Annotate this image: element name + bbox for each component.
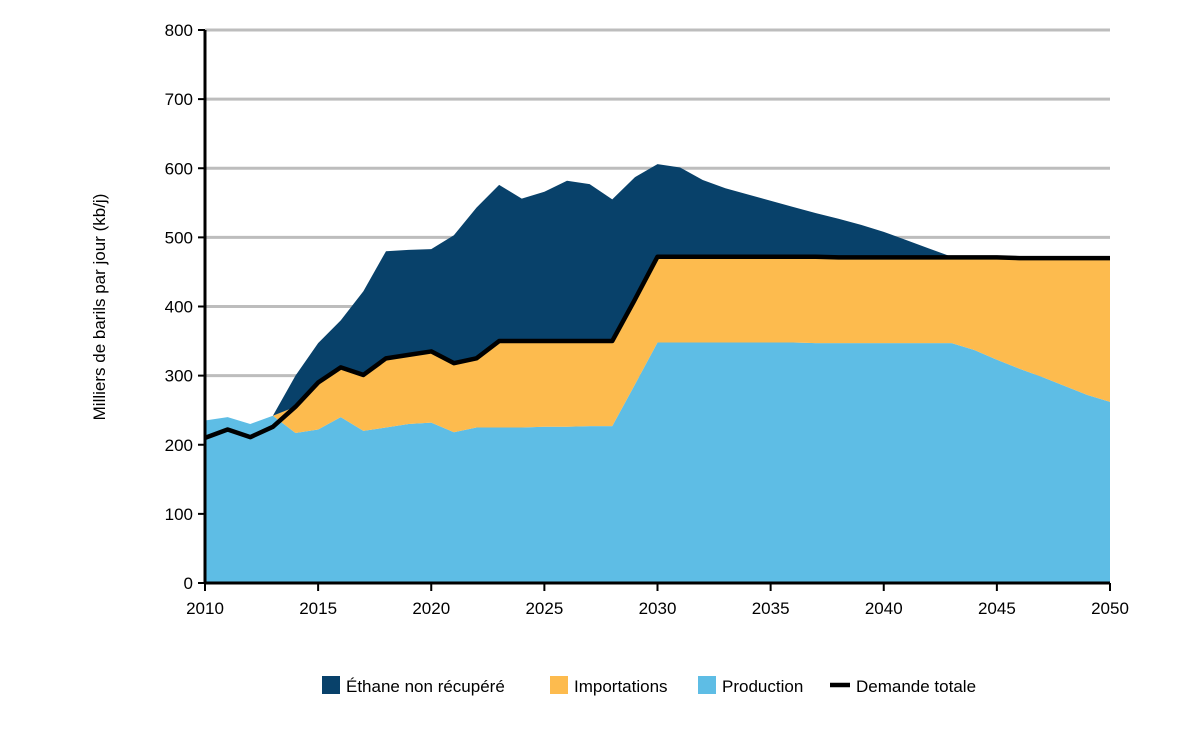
y-tick-label: 500 — [165, 228, 193, 247]
legend-item-ethane-non-recupere: Éthane non récupéré — [322, 676, 505, 696]
y-tick-label: 200 — [165, 436, 193, 455]
demand-line-layer — [204, 254, 1110, 440]
legend-item-importations: Importations — [550, 676, 668, 696]
legend-item-production: Production — [698, 676, 803, 696]
line-demande-totale — [204, 254, 1110, 440]
legend-swatch — [322, 676, 340, 694]
y-tick-label: 0 — [184, 574, 193, 593]
area-ethane-non-recupere — [205, 164, 1110, 425]
legend-item-demande-totale: Demande totale — [830, 677, 976, 696]
y-tick-label: 700 — [165, 90, 193, 109]
y-tick-label: 600 — [165, 159, 193, 178]
area-importations — [205, 256, 1110, 433]
stacked-areas — [205, 164, 1110, 583]
legend-swatch — [698, 676, 716, 694]
x-tick-label: 2020 — [412, 599, 450, 618]
x-tick-label: 2010 — [186, 599, 224, 618]
area-production — [205, 342, 1110, 583]
y-tick-label: 300 — [165, 367, 193, 386]
legend: Éthane non récupéré Importations Productio… — [322, 676, 976, 696]
x-tick-label: 2025 — [525, 599, 563, 618]
legend-swatch — [550, 676, 568, 694]
x-tick-label: 2045 — [978, 599, 1016, 618]
x-tick-label: 2035 — [752, 599, 790, 618]
legend-label: Éthane non récupéré — [346, 677, 505, 696]
x-tick-label: 2015 — [299, 599, 337, 618]
legend-label: Production — [722, 677, 803, 696]
y-tick-label: 400 — [165, 298, 193, 317]
x-tick-label: 2040 — [865, 599, 903, 618]
axes: 0 100 200 300 400 500 600 700 800 2010 2015 2020 202… — [165, 21, 1129, 618]
x-tick-label: 2030 — [639, 599, 677, 618]
y-tick-label: 100 — [165, 505, 193, 524]
legend-label: Importations — [574, 677, 668, 696]
x-tick-label: 2050 — [1091, 599, 1129, 618]
y-tick-label: 800 — [165, 21, 193, 40]
legend-label: Demande totale — [856, 677, 976, 696]
y-axis-title: Milliers de barils par jour (kb/j) — [90, 194, 109, 421]
